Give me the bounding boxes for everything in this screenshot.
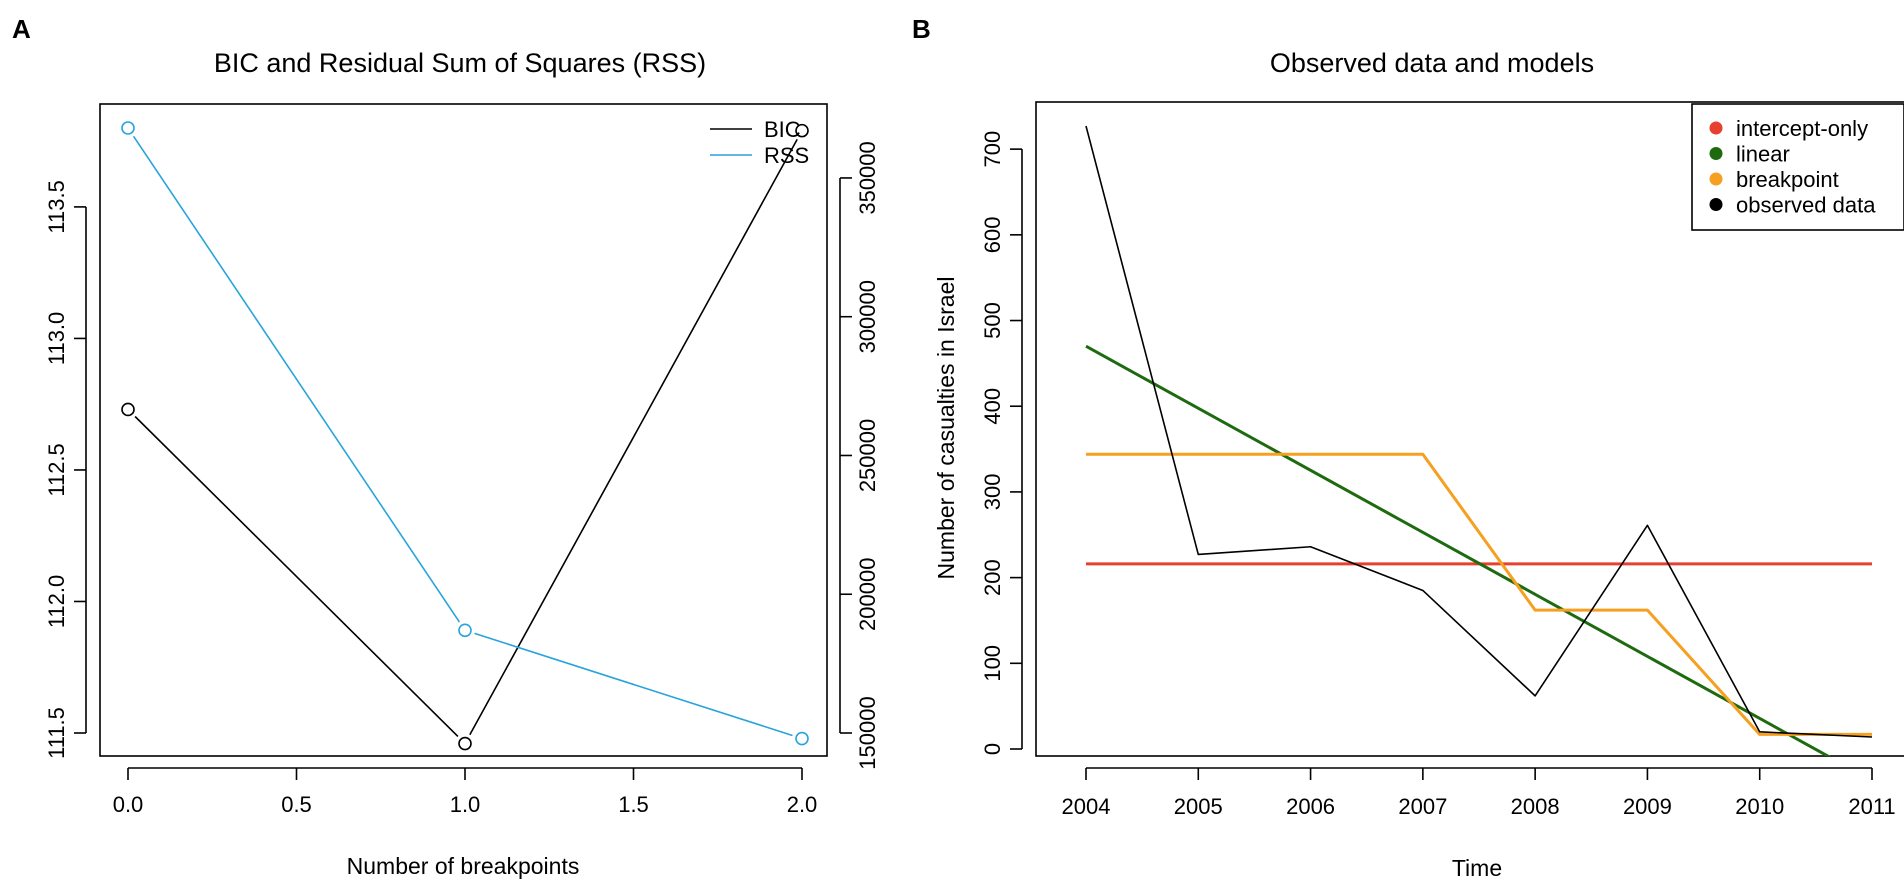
panel-b-x-tick-label: 2007 — [1398, 794, 1447, 819]
panel-b-x-tick-label: 2004 — [1062, 794, 1111, 819]
panel-a-bic-point — [121, 402, 135, 417]
panel-b-legend-observed-data-label: observed data — [1736, 193, 1876, 218]
panel-a-y2-tick-label: 350000 — [855, 141, 880, 214]
panel-b-y-tick-label: 700 — [980, 131, 1005, 168]
panel-b-observed-data-line — [1085, 125, 1873, 738]
panel-b-y-tick-label: 600 — [980, 216, 1005, 253]
panel-a-letter: A — [12, 14, 31, 44]
panel-b-y-tick-label: 200 — [980, 559, 1005, 596]
panel-a-rss-segment — [474, 632, 793, 737]
panel-a-title: BIC and Residual Sum of Squares (RSS) — [214, 48, 706, 78]
panel-b-legend-breakpoint-label: breakpoint — [1736, 167, 1839, 192]
panel-b-series-group — [1085, 125, 1873, 756]
panel-b-legend-box — [1691, 103, 1904, 231]
panel-b-legend-linear-marker — [1709, 147, 1723, 160]
panel-a-rss-point — [458, 623, 472, 638]
panel-a-legend-rss-label: RSS — [764, 143, 809, 168]
panel-b-y-tick-label: 0 — [980, 743, 1005, 755]
panel-b-x-tick-label: 2010 — [1735, 794, 1784, 819]
panel-b-plot-frame — [1035, 101, 1904, 757]
panel-b-legend-linear-label: linear — [1736, 142, 1790, 167]
panel-a-rss-point — [795, 731, 809, 746]
panel-a-legend-bic-label: BIC — [764, 117, 801, 142]
panel-a-bic-segment — [469, 139, 798, 736]
panel-b-legend-breakpoint-marker — [1709, 172, 1723, 186]
panel-a-y-tick-label: 111.5 — [44, 707, 69, 759]
panel-a-x-tick-label: 0.5 — [281, 792, 312, 817]
panel-b-y-tick-label: 300 — [980, 474, 1005, 511]
panel-a-bic-segment — [134, 415, 459, 738]
panel-a-x-tick-label: 0.0 — [113, 792, 144, 817]
panel-a-y2-tick-label: 250000 — [855, 419, 880, 492]
panel-b-legend-observed-data-marker — [1709, 198, 1723, 211]
panel-a-y-tick-label: 112.5 — [44, 443, 69, 496]
panel-a-bic-point — [458, 736, 472, 751]
panel-b-x-tick-label: 2008 — [1511, 794, 1560, 819]
panel-a-y2-tick-label: 300000 — [855, 280, 880, 353]
panel-b-x-tick-label: 2005 — [1174, 794, 1223, 819]
panel-a-x-tick-label: 2.0 — [787, 792, 818, 817]
panel-b-x-tick-label: 2011 — [1848, 794, 1895, 819]
panel-a-x-tick-label: 1.0 — [450, 792, 481, 817]
panel-a-plot-frame — [99, 103, 828, 757]
panel-b-y-tick-label: 400 — [980, 388, 1005, 425]
panel-b-x-tick-label: 2006 — [1286, 794, 1335, 819]
panel-a-rss-point — [121, 121, 135, 135]
panel-a-y-tick-label: 113.5 — [44, 180, 69, 233]
panel-a-bic-point — [795, 123, 809, 138]
panel-b-title: Observed data and models — [1270, 48, 1594, 78]
panel-b-legend-intercept-only-marker — [1709, 121, 1723, 135]
panel-a-x-tick-label: 1.5 — [618, 792, 649, 817]
panel-b-letter: B — [912, 14, 931, 44]
panel-a-y-tick-label: 112.0 — [44, 575, 69, 628]
panel-b-xlabel: Time — [1452, 855, 1502, 881]
panel-b-x-tick-label: 2009 — [1623, 794, 1672, 819]
panel-a-y2-tick-label: 150000 — [855, 696, 880, 769]
panel-b-linear-line — [1085, 344, 1831, 756]
panel-b-ylabel: Number of casualties in Israel — [933, 277, 959, 580]
panel-a-y2-tick-label: 200000 — [855, 558, 880, 631]
panel-b-y-tick-label: 100 — [980, 645, 1005, 682]
panel-a-rss-segment — [132, 135, 461, 623]
panel-b-y-tick-label: 500 — [980, 302, 1005, 339]
panel-b-legend-intercept-only-label: intercept-only — [1736, 116, 1868, 141]
panel-a-y-tick-label: 113.0 — [44, 312, 69, 365]
panel-a-xlabel: Number of breakpoints — [347, 853, 580, 879]
